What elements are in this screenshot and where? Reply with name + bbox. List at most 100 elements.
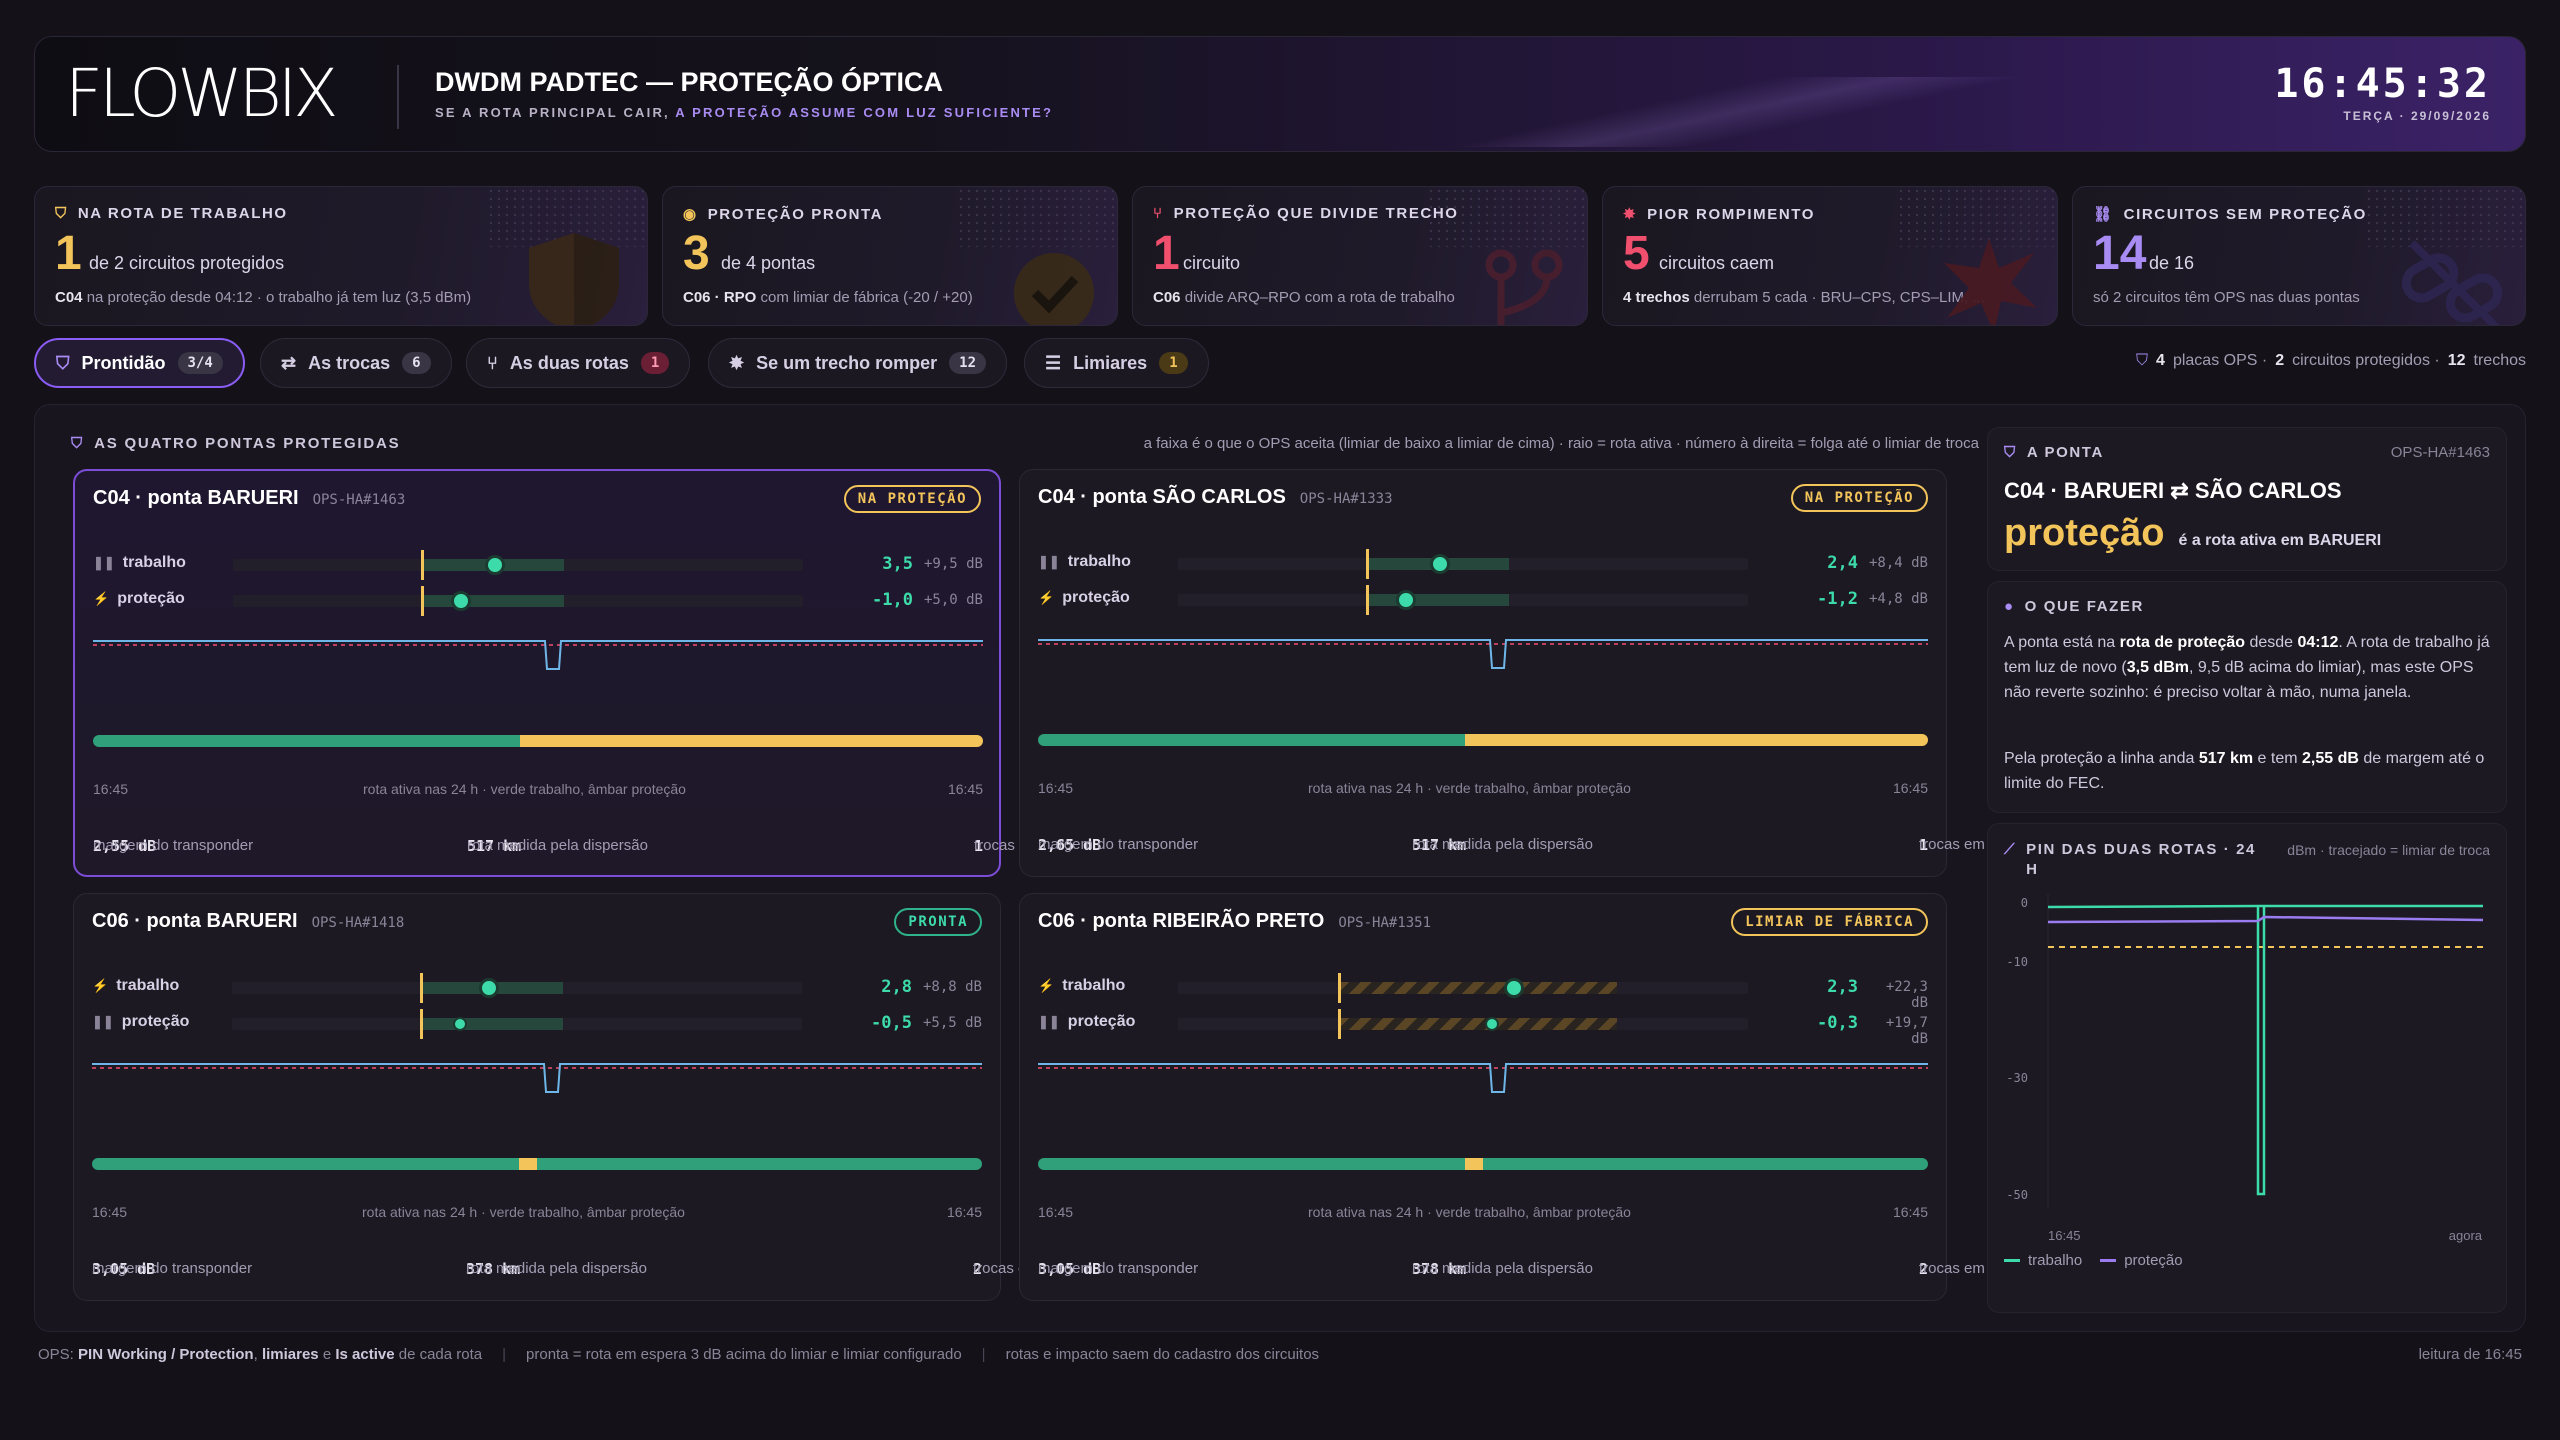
ponta-card[interactable]: C04 · ponta BARUERI OPS-HA#1463 NA PROTEÇ… xyxy=(73,469,1073,877)
active-route-timeline xyxy=(93,735,983,747)
tab-prontidao[interactable]: ⛉ Prontidão 3/4 xyxy=(34,338,245,388)
threshold-band xyxy=(233,586,803,616)
header-streak xyxy=(1285,77,2185,147)
route-row: ❚❚ proteção -0,3 +19,7 dB xyxy=(1038,1009,1928,1047)
threshold-band xyxy=(1178,549,1748,579)
card-title: C04 · ponta SÃO CARLOS xyxy=(1038,486,1286,508)
tabs-summary: ⛉ 4 placas OPS · 2 circuitos protegidos · 12 t… xyxy=(2136,352,2526,369)
card-title: C06 · ponta BARUERI xyxy=(92,910,298,932)
shield-icon: ⛉ xyxy=(71,435,85,452)
threshold-marker xyxy=(421,586,425,616)
tab-as-duas-rotas[interactable]: ⑂ As duas rotas 1 xyxy=(466,338,691,388)
card-title: C06 · ponta RIBEIRÃO PRETO xyxy=(1038,910,1325,932)
tab-as-trocas[interactable]: ⇄ As trocas 6 xyxy=(260,338,452,388)
status-badge: LIMIAR DE FÁBRICA xyxy=(1731,908,1928,936)
check-circle-icon: ◉ xyxy=(683,206,698,223)
ponta-card[interactable]: C04 · ponta SÃO CARLOS OPS-HA#1333 NA PRO… xyxy=(1019,469,2018,877)
status-badge: PRONTA xyxy=(894,908,982,936)
side-o-que-fazer: ● O QUE FAZER A ponta está na rota de pro… xyxy=(1987,581,2507,813)
route-row: ⚡ trabalho 2,3 +22,3 dB xyxy=(1038,973,1928,1011)
card-title: C04 · ponta BARUERI xyxy=(93,487,299,509)
todo-text-1: A ponta está na rota de proteção desde 0… xyxy=(2004,634,2490,701)
burst-deco-icon xyxy=(1944,238,2037,325)
footer: OPS: PIN Working / Protection, limiares … xyxy=(38,1346,2522,1363)
tab-limiares[interactable]: ☰ Limiares 1 xyxy=(1024,338,1209,388)
chart-legend: trabalho proteção xyxy=(2004,1252,2183,1269)
pin-chart: 0 -10 -30 -50 xyxy=(2006,894,2484,1209)
route-row: ⚡ proteção -1,0 +5,0 dB xyxy=(93,586,983,616)
app-header: FLOWBIX DWDM PADTEC — PROTEÇÃO ÓPTICA SE… xyxy=(34,36,2526,152)
section-title: ⛉ AS QUATRO PONTAS PROTEGIDAS xyxy=(71,435,401,452)
active-route-timeline xyxy=(92,1158,982,1170)
kpi-value: 14 xyxy=(2093,227,2147,280)
kpi-note: C06 · RPO com limiar de fábrica (-20 / +… xyxy=(683,289,973,306)
y-tick: -10 xyxy=(2006,955,2028,969)
y-tick: -50 xyxy=(2006,1188,2028,1202)
pin-marker xyxy=(1396,590,1416,610)
kpi-unit: de 4 pontas xyxy=(721,253,816,273)
pin-marker xyxy=(1504,978,1525,998)
active-route-note: é a rota ativa em BARUERI xyxy=(2178,532,2382,549)
shield-deco-icon xyxy=(529,233,619,325)
route-label: proteção xyxy=(1062,589,1130,606)
series-trabalho-drop xyxy=(2256,906,2266,1196)
status-badge: NA PROTEÇÃO xyxy=(843,485,981,513)
main-panel: ⛉ AS QUATRO PONTAS PROTEGIDAS a faixa é o… xyxy=(34,404,2526,1332)
pin-value: -0,5 xyxy=(871,1013,912,1033)
lightning-icon: ⚡ xyxy=(93,591,110,606)
ops-id: OPS-HA#1351 xyxy=(1338,915,1432,931)
kpi-na-rota-trabalho[interactable]: ⛉ NA ROTA DE TRABALHO 1 de 2 circuitos pr… xyxy=(34,186,648,326)
route-trace xyxy=(1038,639,1928,669)
x-end: agora xyxy=(2448,1228,2482,1243)
active-route-timeline xyxy=(1038,734,1928,746)
route-label: trabalho xyxy=(122,554,186,571)
ops-id: OPS-HA#1463 xyxy=(312,492,406,508)
sliders-icon: ☰ xyxy=(1045,352,1062,373)
fork-icon: ⑂ xyxy=(1153,205,1164,222)
ponta-card[interactable]: C06 · ponta BARUERI OPS-HA#1418 PRONTA ⚡ t… xyxy=(73,893,1072,1301)
kpi-unit: circuito xyxy=(1183,253,1241,273)
pin-marker xyxy=(485,555,506,575)
pin-margin: +4,8 dB xyxy=(1868,591,1928,607)
threshold-marker xyxy=(1337,973,1341,1003)
pin-margin: +5,0 dB xyxy=(923,592,983,608)
pin-value: 2,8 xyxy=(881,977,912,997)
route-icon: ⑂ xyxy=(487,352,498,373)
kpi-note: C06 divide ARQ–RPO com a rota de trabalh… xyxy=(1153,289,1455,306)
threshold-marker xyxy=(1337,1009,1341,1039)
pin-margin: +8,4 dB xyxy=(1868,555,1928,571)
tab-se-um-trecho-romper[interactable]: ✸ Se um trecho romper 12 xyxy=(708,338,1007,388)
route-label: trabalho xyxy=(1067,553,1131,570)
threshold-band xyxy=(233,550,803,580)
route-row: ⚡ proteção -1,2 +4,8 dB xyxy=(1038,585,1928,615)
kpi-pior-rompimento[interactable]: ✸ PIOR ROMPIMENTO 5 circuitos caem 4 trec… xyxy=(1602,186,2058,326)
kpi-protecao-divide[interactable]: ⑂ PROTEÇÃO QUE DIVIDE TRECHO 1 circuito C… xyxy=(1132,186,1588,326)
kpi-value: 5 xyxy=(1623,227,1650,280)
x-start: 16:45 xyxy=(2048,1228,2081,1243)
series-trabalho xyxy=(2047,904,2483,909)
page-title: DWDM PADTEC — PROTEÇÃO ÓPTICA xyxy=(435,67,943,97)
ponta-name: C04 · BARUERI ⇄ SÃO CARLOS xyxy=(2004,478,2342,503)
pause-icon: ❚❚ xyxy=(93,555,115,570)
side-pin-chart: ⟋ PIN DAS DUAS ROTAS · 24 H dBm · traceja… xyxy=(1987,823,2507,1313)
kpi-protecao-pronta[interactable]: ◉ PROTEÇÃO PRONTA 3 de 4 pontas C06 · RPO… xyxy=(662,186,1118,326)
unlinked-icon: ⛓ xyxy=(2093,206,2114,223)
pause-icon: ❚❚ xyxy=(1038,1014,1060,1029)
route-trace xyxy=(1038,1063,1928,1093)
series-protecao xyxy=(2047,915,2484,924)
threshold-band xyxy=(1178,585,1748,615)
tab-bar: ⛉ Prontidão 3/4 ⇄ As trocas 6 ⑂ As duas rotas… xyxy=(34,338,2526,388)
route-row: ⚡ trabalho 2,8 +8,8 dB xyxy=(92,973,982,1003)
side-ponta: ⛉ A PONTA OPS-HA#1463 C04 · BARUERI ⇄ SÃO… xyxy=(1987,427,2507,571)
pin-value: 2,4 xyxy=(1827,553,1858,573)
threshold-marker xyxy=(420,973,424,1003)
route-label: proteção xyxy=(121,1013,190,1030)
ponta-card[interactable]: C06 · ponta RIBEIRÃO PRETO OPS-HA#1351 LI… xyxy=(1019,893,2018,1301)
pin-value: -0,3 xyxy=(1817,1013,1858,1033)
kpi-sem-protecao[interactable]: ⛓ CIRCUITOS SEM PROTEÇÃO 14 de 16 só 2 ci… xyxy=(2072,186,2526,326)
threshold-marker xyxy=(421,550,425,580)
pin-marker xyxy=(451,591,471,611)
pin-margin: +8,8 dB xyxy=(922,979,982,995)
header-divider xyxy=(397,65,399,129)
ops-id: OPS-HA#1463 xyxy=(2390,444,2490,461)
